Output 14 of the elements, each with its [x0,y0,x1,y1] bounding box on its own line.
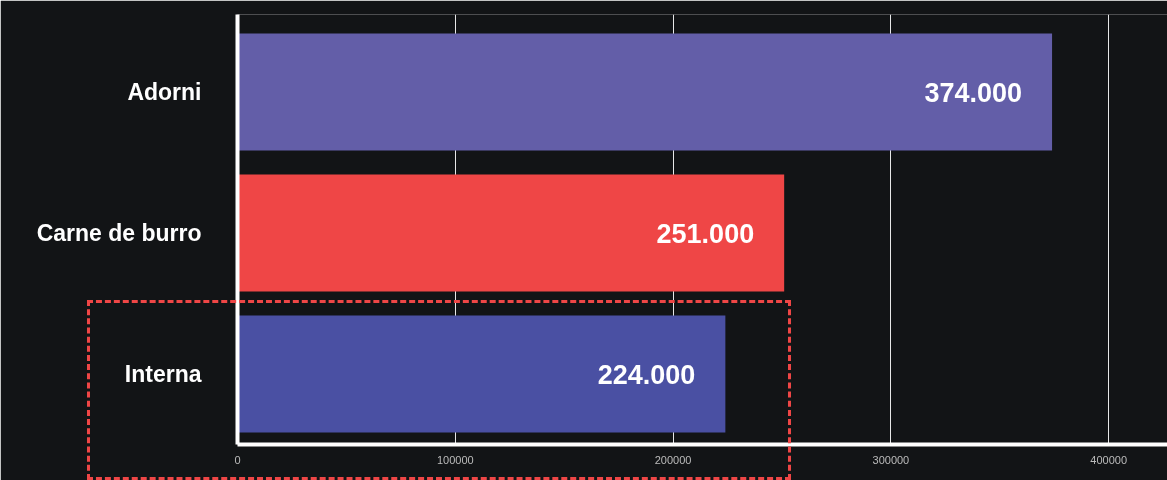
x-tick-label: 100000 [436,453,474,466]
x-tick-label: 300000 [872,453,910,466]
bar [237,315,726,433]
x-tick-label: 200000 [654,453,692,466]
bar [237,174,785,292]
y-tick-label: Carne de burro [36,220,202,247]
data-label: 224.000 [597,359,696,390]
y-tick-label: Adorni [127,79,202,106]
data-label: 374.000 [924,77,1023,108]
x-tick-label: 400000 [1090,453,1128,466]
y-tick-label: Interna [124,361,202,388]
data-label: 251.000 [656,218,755,249]
x-tick-label: 0 [234,453,241,466]
bar [237,33,1053,151]
